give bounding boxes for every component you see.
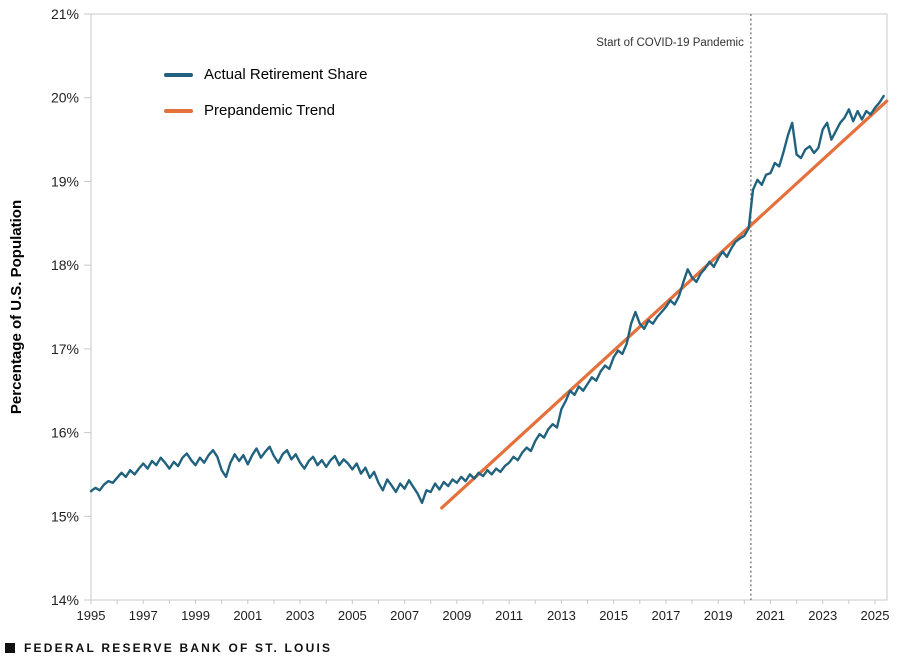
legend-item-trend: Prepandemic Trend: [164, 103, 367, 118]
y-tick-label: 19%: [51, 173, 79, 189]
x-tick-label: 1999: [181, 608, 210, 623]
x-tick-label: 2009: [442, 608, 471, 623]
footer-brand-text: FEDERAL RESERVE BANK OF ST. LOUIS: [24, 641, 333, 655]
y-tick-label: 20%: [51, 90, 79, 106]
legend-label-trend: Prepandemic Trend: [204, 102, 335, 119]
covid-annotation-label: Start of COVID-19 Pandemic: [596, 37, 744, 49]
x-tick-label: 2021: [756, 608, 785, 623]
actual-series-swatch-icon: [164, 72, 193, 77]
actual-retirement-share-line: [89, 94, 885, 505]
y-tick-label: 21%: [51, 6, 79, 22]
retirement-share-chart: 21% 20% 19% 18% 17% 16% 15% 14% 1995 1997 1999 200…: [8, 6, 890, 623]
y-tick-label: 16%: [51, 425, 79, 441]
x-tick-label: 2019: [704, 608, 733, 623]
y-tick-label: 14%: [51, 592, 79, 608]
chart-legend: Actual Retirement Share Prepandemic Tren…: [164, 67, 367, 118]
x-tick-label: 1995: [77, 608, 106, 623]
x-tick-label: 2003: [286, 608, 315, 623]
x-tick-label: 2011: [495, 608, 523, 623]
chart-canvas: 21% 20% 19% 18% 17% 16% 15% 14% 1995 1997 1999 200…: [8, 6, 890, 623]
x-tick-label: 2015: [599, 608, 628, 623]
y-tick-label: 18%: [51, 257, 79, 273]
source-footer: FEDERAL RESERVE BANK OF ST. LOUIS: [5, 641, 332, 655]
x-tick-label: 2007: [390, 608, 419, 623]
legend-label-actual: Actual Retirement Share: [204, 66, 368, 83]
y-axis-ticks: 21% 20% 19% 18% 17% 16% 15% 14%: [51, 6, 91, 608]
x-tick-label: 2005: [338, 608, 367, 623]
x-tick-label: 2013: [547, 608, 576, 623]
trend-series-swatch-icon: [164, 108, 193, 113]
prepandemic-trend-line: [440, 99, 889, 510]
y-tick-label: 17%: [51, 341, 79, 357]
x-axis-ticks: 1995 1997 1999 2001 2003 2005 2007 2009 2011 2013…: [77, 600, 890, 623]
x-tick-label: 2023: [808, 608, 837, 623]
y-axis-title: Percentage of U.S. Population: [8, 200, 25, 414]
x-tick-label: 1997: [129, 608, 158, 623]
legend-item-actual: Actual Retirement Share: [164, 67, 367, 82]
square-bullet-icon: [5, 643, 15, 653]
y-tick-label: 15%: [51, 508, 79, 524]
plot-frame: [90, 13, 888, 601]
x-tick-label: 2017: [651, 608, 680, 623]
x-tick-label: 2025: [861, 608, 890, 623]
x-tick-label: 2001: [233, 608, 262, 623]
